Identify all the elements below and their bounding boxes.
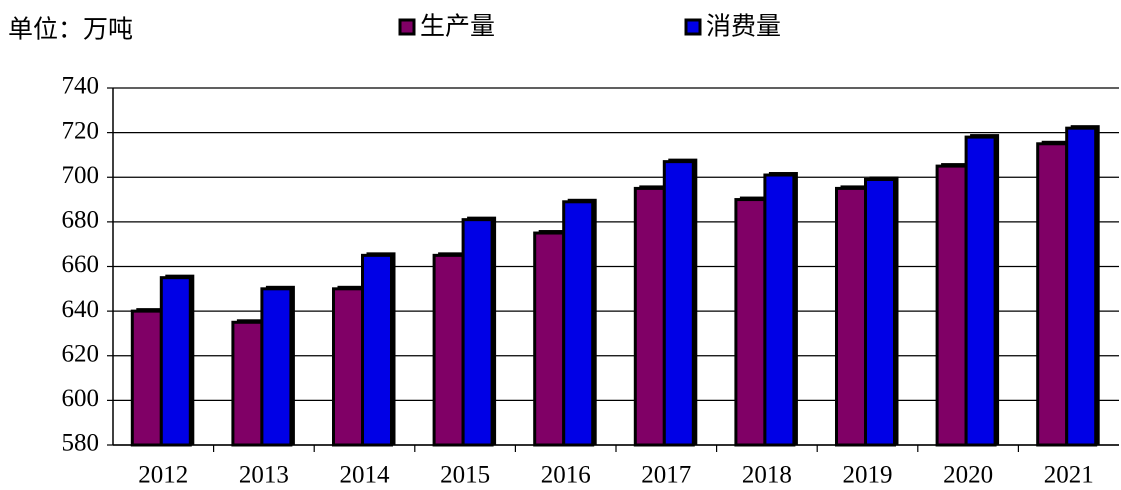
bar [260, 287, 293, 447]
x-tick-label: 2014 [340, 462, 391, 489]
x-tick-label: 2020 [943, 462, 993, 489]
x-tick-label: 2019 [843, 462, 893, 489]
x-tick-label: 2021 [1044, 462, 1094, 489]
bar [361, 253, 393, 447]
y-tick-label: 580 [62, 430, 100, 457]
legend-label: 生产量 [420, 13, 495, 41]
bar [964, 135, 997, 447]
x-tick-label: 2018 [742, 462, 792, 489]
y-tick-label: 660 [62, 251, 100, 278]
bar [461, 218, 494, 447]
x-tick-label: 2015 [440, 462, 490, 489]
x-tick-label: 2012 [138, 462, 188, 489]
bar [130, 309, 163, 447]
x-tick-label: 2016 [541, 462, 591, 489]
y-tick-label: 600 [62, 385, 100, 412]
bar [864, 177, 896, 447]
bar [633, 186, 666, 447]
y-tick-label: 680 [62, 207, 100, 234]
bar [332, 287, 364, 447]
bar [835, 186, 867, 447]
bar [662, 160, 695, 447]
bar [763, 173, 796, 447]
bar [562, 200, 595, 447]
x-tick-label: 2013 [239, 462, 289, 489]
bar [432, 253, 465, 447]
y-tick-label: 720 [62, 117, 100, 144]
legend-label: 消费量 [706, 13, 781, 41]
legend-swatch [684, 18, 702, 36]
bar [935, 164, 968, 447]
y-tick-label: 640 [62, 296, 100, 323]
y-tick-label: 620 [62, 340, 100, 367]
bar [734, 198, 767, 447]
bar [1065, 126, 1098, 447]
y-tick-label: 700 [62, 162, 100, 189]
unit-label: 单位：万吨 [8, 16, 133, 44]
bar [159, 276, 192, 447]
y-tick-label: 740 [62, 73, 100, 100]
bar [231, 320, 264, 447]
x-tick-label: 2017 [641, 462, 691, 489]
bar [533, 231, 566, 447]
bar [1036, 142, 1069, 447]
legend-swatch [398, 18, 416, 36]
